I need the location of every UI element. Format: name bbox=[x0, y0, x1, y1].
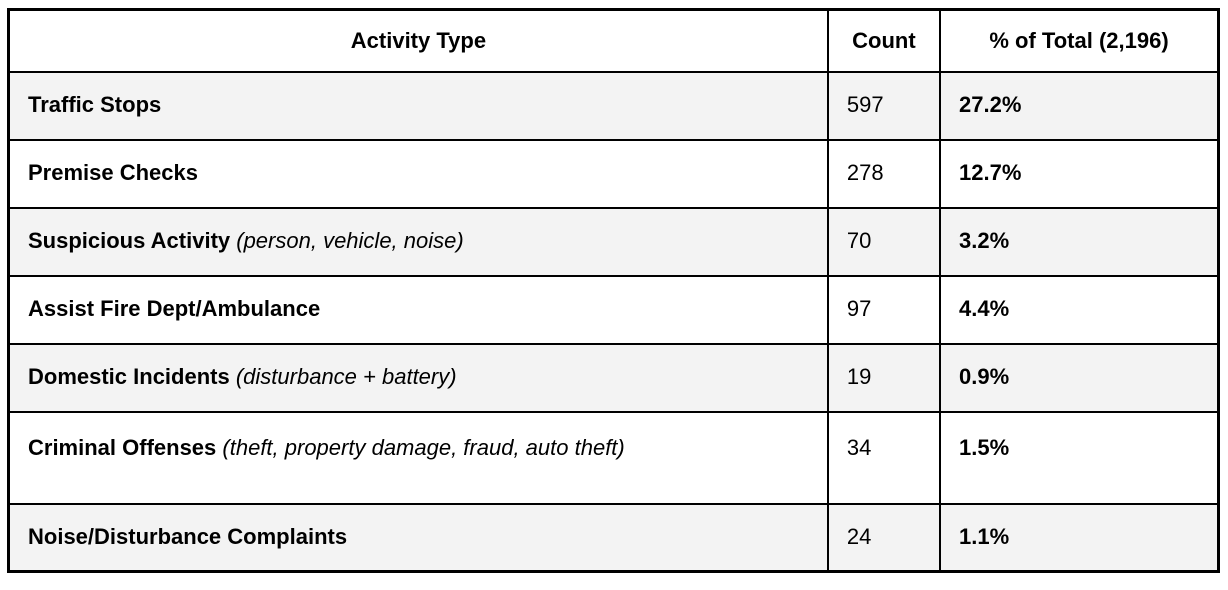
table-row: Criminal Offenses (theft, property damag… bbox=[7, 410, 1220, 505]
percent-cell: 27.2% bbox=[939, 70, 1220, 141]
count-cell: 19 bbox=[826, 342, 942, 413]
activity-cell: Assist Fire Dept/Ambulance bbox=[7, 274, 829, 345]
table-row: Premise Checks 278 12.7% bbox=[7, 138, 1220, 209]
table-row: Assist Fire Dept/Ambulance 97 4.4% bbox=[7, 274, 1220, 345]
activity-note: (disturbance + battery) bbox=[235, 364, 457, 390]
activity-note: (person, vehicle, noise) bbox=[236, 228, 464, 254]
activity-cell: Noise/Disturbance Complaints bbox=[7, 502, 829, 573]
activity-name: Criminal Offenses bbox=[28, 434, 217, 460]
count-cell: 24 bbox=[826, 502, 942, 573]
activity-name: Premise Checks bbox=[28, 160, 198, 186]
table-row: Noise/Disturbance Complaints 24 1.1% bbox=[7, 502, 1220, 573]
activity-name: Noise/Disturbance Complaints bbox=[28, 524, 348, 550]
percent-cell: 12.7% bbox=[939, 138, 1220, 209]
percent-cell: 1.5% bbox=[939, 410, 1220, 505]
percent-cell: 4.4% bbox=[939, 274, 1220, 345]
header-row: Activity Type Count % of Total (2,196) bbox=[7, 8, 1220, 73]
count-cell: 70 bbox=[826, 206, 942, 277]
activity-cell: Traffic Stops bbox=[7, 70, 829, 141]
count-cell: 278 bbox=[826, 138, 942, 209]
table-header: Activity Type Count % of Total (2,196) bbox=[7, 8, 1220, 73]
activity-name: Domestic Incidents bbox=[28, 364, 230, 390]
col-header-percent-of-total: % of Total (2,196) bbox=[939, 8, 1220, 73]
percent-cell: 0.9% bbox=[939, 342, 1220, 413]
activity-cell: Premise Checks bbox=[7, 138, 829, 209]
table-row: Domestic Incidents (disturbance + batter… bbox=[7, 342, 1220, 413]
activity-name: Suspicious Activity bbox=[28, 228, 231, 254]
count-cell: 597 bbox=[826, 70, 942, 141]
percent-cell: 3.2% bbox=[939, 206, 1220, 277]
count-cell: 97 bbox=[826, 274, 942, 345]
activity-name: Assist Fire Dept/Ambulance bbox=[28, 296, 321, 322]
col-header-activity-type: Activity Type bbox=[7, 8, 829, 73]
activity-cell: Suspicious Activity (person, vehicle, no… bbox=[7, 206, 829, 277]
count-cell: 34 bbox=[826, 410, 942, 505]
col-header-count: Count bbox=[826, 8, 942, 73]
activity-cell: Criminal Offenses (theft, property damag… bbox=[7, 410, 829, 505]
percent-cell: 1.1% bbox=[939, 502, 1220, 573]
table-row: Suspicious Activity (person, vehicle, no… bbox=[7, 206, 1220, 277]
activity-cell: Domestic Incidents (disturbance + batter… bbox=[7, 342, 829, 413]
activity-table: Activity Type Count % of Total (2,196) T… bbox=[7, 8, 1220, 573]
table-body: Traffic Stops 597 27.2% Premise Checks 2… bbox=[7, 70, 1220, 573]
table-row: Traffic Stops 597 27.2% bbox=[7, 70, 1220, 141]
activity-name: Traffic Stops bbox=[28, 92, 162, 118]
activity-note: (theft, property damage, fraud, auto the… bbox=[222, 434, 625, 460]
